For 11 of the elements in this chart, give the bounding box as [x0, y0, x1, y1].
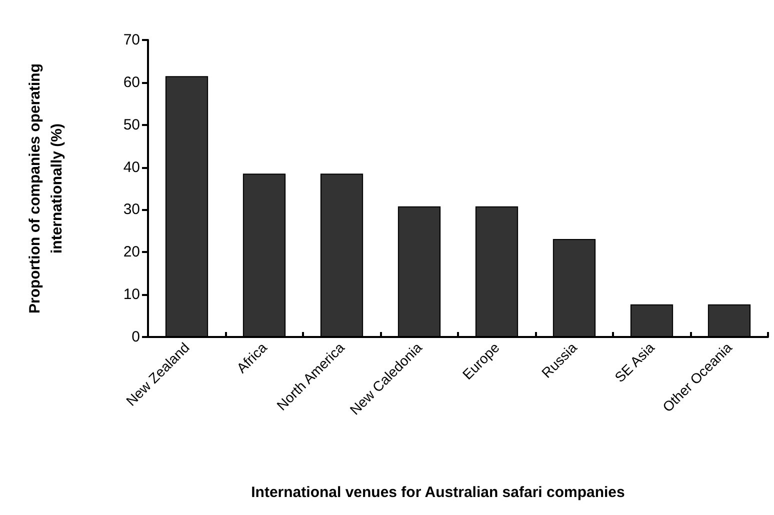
x-tick-label: SE Asia	[611, 339, 658, 386]
y-tick-label: 70	[123, 32, 140, 48]
y-tick-label: 60	[123, 74, 140, 91]
y-tick-label: 10	[123, 286, 140, 304]
x-axis-title: International venues for Australian safari companies	[251, 484, 625, 501]
y-axis-title: Proportion of companies operating internationally (%)	[26, 63, 66, 314]
y-tick-label: 50	[123, 116, 140, 134]
y-tick-label: 30	[123, 201, 140, 218]
y-tick-label: 40	[123, 158, 140, 176]
y-tick-label: 20	[123, 244, 140, 261]
y-tick-label: 0	[132, 328, 140, 346]
